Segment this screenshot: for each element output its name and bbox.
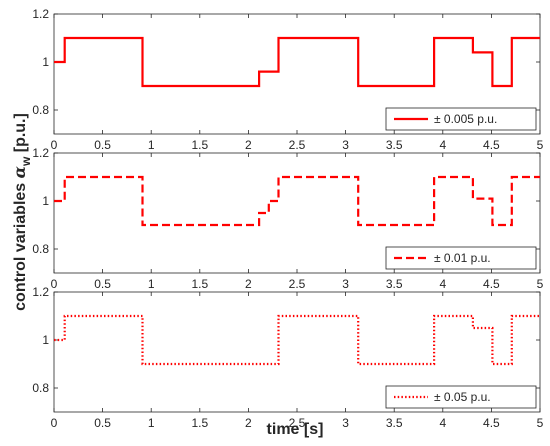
x-tick-label: 1	[148, 416, 155, 430]
y-tick-label: 0.8	[32, 103, 49, 117]
legend-box	[385, 385, 537, 409]
y-tick-label: 0.8	[32, 242, 49, 256]
x-tick-label: 3.5	[386, 138, 403, 152]
x-tick-label: 2.5	[289, 416, 306, 430]
y-tick-label: 1.2	[32, 7, 49, 21]
legend: ± 0.005 p.u.	[385, 107, 537, 131]
x-tick-label: 0.5	[94, 416, 111, 430]
y-tick-label: 0.8	[32, 381, 49, 395]
legend-box	[385, 107, 537, 131]
legend: ± 0.05 p.u.	[385, 385, 537, 409]
y-tick-label: 1	[42, 55, 49, 69]
y-axis-label-main: control variables	[12, 178, 29, 311]
legend: ± 0.01 p.u.	[385, 246, 537, 270]
x-tick-label: 5	[537, 138, 544, 152]
y-axis-label-subscript: w	[19, 156, 33, 167]
x-tick-label: 1.5	[191, 277, 208, 291]
y-tick-label: 1	[42, 194, 49, 208]
legend-label: ± 0.01 p.u.	[434, 251, 491, 265]
legend-label: ± 0.005 p.u.	[434, 112, 497, 126]
x-tick-label: 0.5	[94, 277, 111, 291]
x-tick-label: 4	[439, 138, 446, 152]
series-line	[54, 36, 540, 88]
y-axis-label: control variables αw [p.u.]	[10, 113, 33, 311]
x-tick-label: 4	[439, 416, 446, 430]
x-tick-label: 3	[342, 416, 349, 430]
x-tick-label: 2.5	[289, 138, 306, 152]
y-tick-label: 1	[42, 333, 49, 347]
x-tick-label: 2	[245, 416, 252, 430]
panel-1: 0 0.5 1 1.5 2 2.5 3 3.5 4 4.5 5 0.8 1 1.2 ± 0.005 p.u.	[32, 7, 543, 152]
x-tick-label: 4.5	[483, 138, 500, 152]
x-tick-label: 0	[51, 138, 58, 152]
x-tick-label: 1	[148, 277, 155, 291]
x-tick-label: 3	[342, 277, 349, 291]
panel-3: 0 0.5 1 1.5 2 2.5 3 3.5 4 4.5 5 0.8 1 1.2 ± 0.05 p.u.	[32, 285, 543, 430]
x-tick-label: 3.5	[386, 416, 403, 430]
y-tick-label: 1.2	[32, 285, 49, 299]
y-axis-label-unit: [p.u.]	[12, 113, 29, 157]
x-tick-label: 1	[148, 138, 155, 152]
x-tick-label: 4.5	[483, 277, 500, 291]
x-tick-label: 3.5	[386, 277, 403, 291]
series-line	[54, 175, 540, 227]
x-tick-label: 0.5	[94, 138, 111, 152]
x-tick-label: 2.5	[289, 277, 306, 291]
x-tick-label: 3	[342, 138, 349, 152]
y-axis-label-symbol: α	[10, 166, 29, 178]
x-tick-label: 1.5	[191, 416, 208, 430]
x-tick-label: 4	[439, 277, 446, 291]
x-tick-label: 2	[245, 277, 252, 291]
panel-2: 0 0.5 1 1.5 2 2.5 3 3.5 4 4.5 5 0.8 1 1.2 ± 0.01 p.u.	[32, 146, 543, 291]
x-tick-label: 2	[245, 138, 252, 152]
x-tick-label: 4.5	[483, 416, 500, 430]
y-tick-label: 1.2	[32, 146, 49, 160]
x-tick-label: 5	[537, 416, 544, 430]
x-tick-label: 0	[51, 277, 58, 291]
legend-label: ± 0.05 p.u.	[434, 390, 491, 404]
x-tick-label: 1.5	[191, 138, 208, 152]
legend-box	[385, 246, 537, 270]
x-tick-label: 5	[537, 277, 544, 291]
x-tick-label: 0	[51, 416, 58, 430]
x-axis-label: time [s]	[267, 421, 324, 438]
